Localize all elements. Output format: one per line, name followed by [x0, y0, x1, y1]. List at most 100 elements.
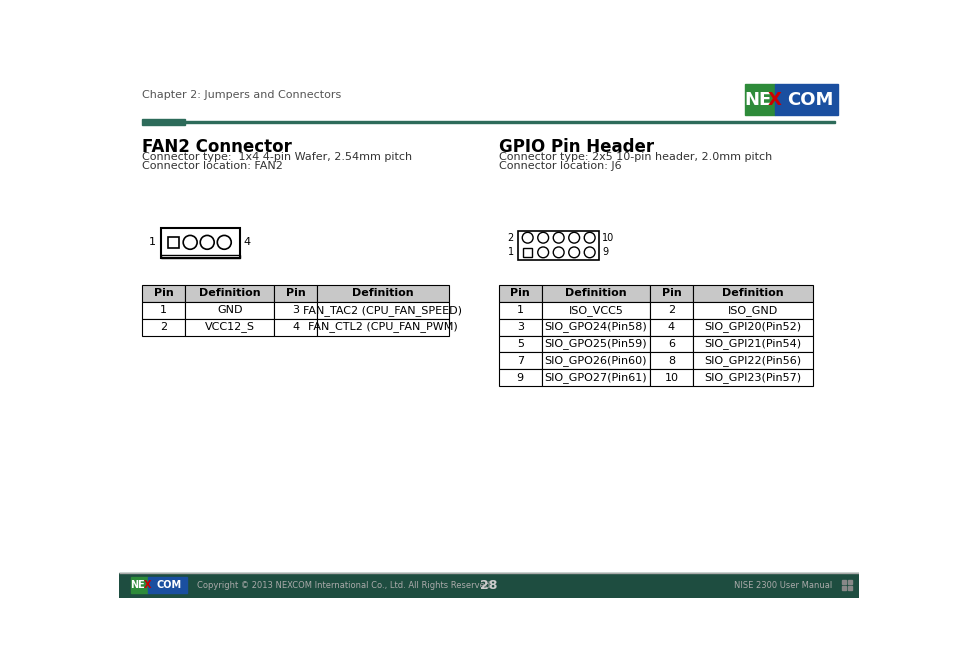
Bar [316, 319, 448, 335]
Bar [119, 573, 858, 598]
Text: COM: COM [156, 580, 182, 590]
Bar [847, 586, 852, 591]
Text: Connector location: FAN2: Connector location: FAN2 [142, 161, 283, 171]
Text: 10: 10 [601, 233, 614, 243]
Bar [692, 285, 812, 302]
Bar [692, 352, 812, 370]
Bar [168, 237, 178, 248]
Text: 9: 9 [601, 247, 608, 257]
Bar [523, 248, 532, 257]
Bar [131, 577, 148, 593]
Text: 3: 3 [292, 305, 298, 315]
Text: NE: NE [743, 91, 771, 109]
Bar [498, 285, 541, 302]
Text: 4: 4 [292, 322, 299, 332]
Text: SIO_GPI22(Pin56): SIO_GPI22(Pin56) [703, 355, 801, 366]
Bar [692, 302, 812, 319]
Text: SIO_GPO27(Pin61): SIO_GPO27(Pin61) [544, 372, 646, 383]
Text: Definition: Definition [564, 288, 626, 298]
Bar [498, 352, 541, 370]
Text: 2: 2 [160, 322, 167, 332]
Bar [541, 370, 649, 386]
Text: 2: 2 [667, 305, 675, 315]
Bar [692, 335, 812, 352]
Bar [161, 228, 239, 258]
Text: FAN_CTL2 (CPU_FAN_PWM): FAN_CTL2 (CPU_FAN_PWM) [308, 322, 457, 333]
Text: Connector location: J6: Connector location: J6 [498, 161, 621, 171]
Bar [744, 85, 774, 116]
Bar [541, 335, 649, 352]
Text: COM: COM [786, 91, 832, 109]
Text: FAN2 Connector: FAN2 Connector [142, 138, 292, 157]
Bar [274, 319, 316, 335]
Text: SIO_GPI23(Pin57): SIO_GPI23(Pin57) [703, 372, 801, 383]
Text: 4: 4 [667, 322, 675, 332]
Bar [649, 335, 692, 352]
Bar [142, 302, 185, 319]
Text: 6: 6 [667, 339, 674, 349]
Bar [649, 302, 692, 319]
Bar [274, 285, 316, 302]
Bar [692, 370, 812, 386]
Text: 1: 1 [160, 305, 167, 315]
Bar [185, 302, 274, 319]
Text: Pin: Pin [660, 288, 680, 298]
Text: Copyright © 2013 NEXCOM International Co., Ltd. All Rights Reserved.: Copyright © 2013 NEXCOM International Co… [196, 581, 492, 590]
Text: 10: 10 [663, 373, 678, 383]
Text: Connector type: 2x5 10-pin header, 2.0mm pitch: Connector type: 2x5 10-pin header, 2.0mm… [498, 153, 771, 162]
Bar [541, 285, 649, 302]
Text: 7: 7 [517, 356, 523, 366]
Bar [841, 579, 845, 584]
Text: Pin: Pin [510, 288, 530, 298]
Bar [161, 255, 239, 258]
Bar [185, 319, 274, 335]
Text: 9: 9 [517, 373, 523, 383]
Bar [498, 370, 541, 386]
Text: 2: 2 [507, 233, 513, 243]
Text: GND: GND [216, 305, 242, 315]
Text: Chapter 2: Jumpers and Connectors: Chapter 2: Jumpers and Connectors [142, 89, 341, 99]
Text: VCC12_S: VCC12_S [205, 322, 254, 333]
Text: ISO_GND: ISO_GND [727, 304, 777, 316]
Bar [142, 285, 185, 302]
Bar [847, 579, 852, 584]
Text: 4: 4 [243, 237, 251, 247]
Text: SIO_GPO24(Pin58): SIO_GPO24(Pin58) [544, 322, 646, 333]
Text: 5: 5 [517, 339, 523, 349]
Bar [517, 230, 598, 260]
Text: Definition: Definition [721, 288, 782, 298]
Bar [649, 352, 692, 370]
Bar [185, 122, 835, 123]
Bar [142, 319, 185, 335]
Text: Pin: Pin [153, 288, 173, 298]
Bar [692, 319, 812, 335]
Bar [541, 302, 649, 319]
Text: SIO_GPI20(Pin52): SIO_GPI20(Pin52) [703, 322, 801, 333]
Text: 3: 3 [517, 322, 523, 332]
Text: X: X [767, 91, 781, 109]
Text: Pin: Pin [285, 288, 305, 298]
Bar [148, 577, 187, 593]
Bar [541, 352, 649, 370]
Bar [498, 302, 541, 319]
Bar [316, 285, 448, 302]
Text: NE: NE [131, 580, 145, 590]
Bar [541, 319, 649, 335]
Bar [142, 119, 185, 125]
Bar [498, 335, 541, 352]
Text: FAN_TAC2 (CPU_FAN_SPEED): FAN_TAC2 (CPU_FAN_SPEED) [303, 304, 462, 316]
Bar [841, 586, 845, 591]
Bar [649, 285, 692, 302]
Bar [649, 370, 692, 386]
Text: X: X [144, 580, 152, 590]
Bar [185, 285, 274, 302]
Text: 1: 1 [507, 247, 513, 257]
Text: 1: 1 [517, 305, 523, 315]
Text: Connector type:  1x4 4-pin Wafer, 2.54mm pitch: Connector type: 1x4 4-pin Wafer, 2.54mm … [142, 153, 413, 162]
Text: GPIO Pin Header: GPIO Pin Header [498, 138, 654, 157]
Text: 8: 8 [667, 356, 675, 366]
Bar [498, 319, 541, 335]
Text: SIO_GPI21(Pin54): SIO_GPI21(Pin54) [703, 339, 801, 349]
Bar [649, 319, 692, 335]
Text: SIO_GPO26(Pin60): SIO_GPO26(Pin60) [544, 355, 646, 366]
